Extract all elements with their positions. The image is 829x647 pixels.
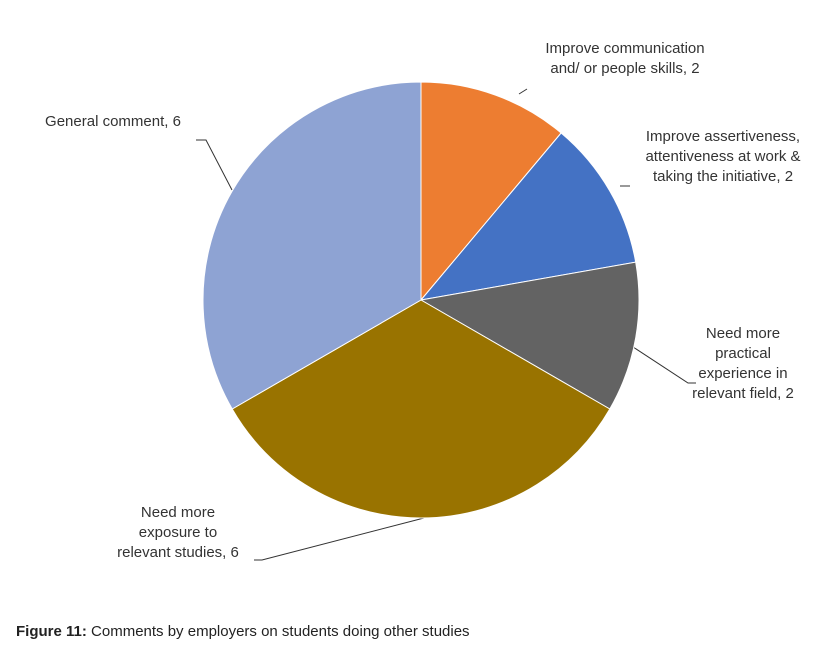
pie-slice [420, 81, 562, 302]
leader-line [518, 88, 528, 95]
data-label: Need more practical experience in relevant … [692, 325, 794, 402]
leader-line [196, 139, 233, 191]
pie-slice [419, 261, 640, 410]
pie-slice [419, 132, 637, 301]
data-label: Improve communication and/ or people skil… [545, 40, 704, 77]
data-label: Need more exposure to relevant studies, 6 [117, 504, 239, 561]
caption: Figure 11: Comments by employers on stud… [16, 623, 470, 640]
data-label: Improve assertiveness, attentiveness at w… [645, 128, 800, 185]
caption-label: Figure 11: [16, 623, 87, 640]
leader-line [254, 517, 425, 561]
pie-slice [202, 81, 422, 410]
data-label: General comment, 6 [45, 113, 181, 130]
caption-text: Comments by employers on students doing … [91, 623, 470, 640]
leader-line [629, 344, 696, 384]
